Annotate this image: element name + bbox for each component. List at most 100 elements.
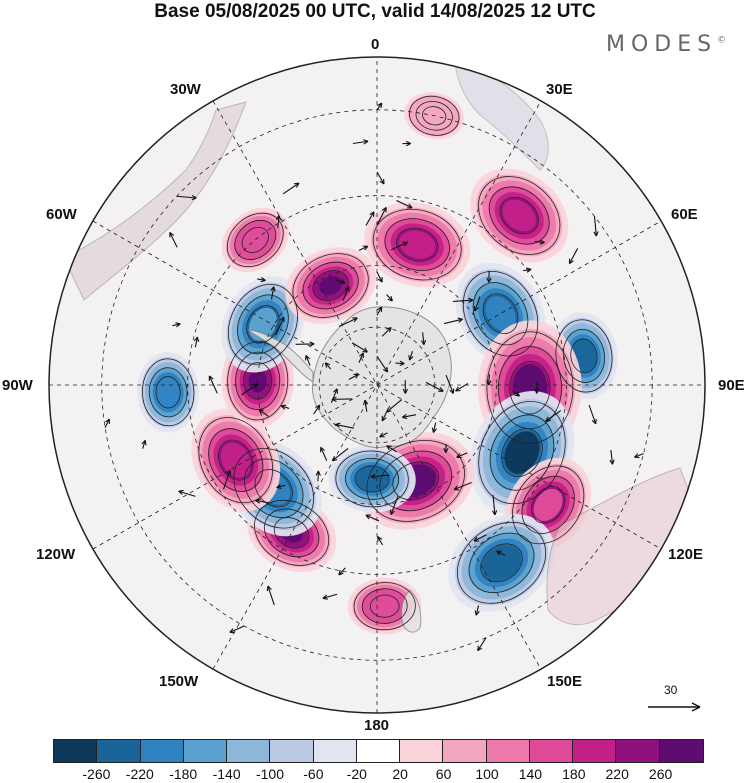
contour-line: [392, 461, 440, 501]
colorbar-tick: -140: [212, 766, 241, 782]
contour-line: [254, 469, 293, 508]
colorbar-tick: -20: [346, 766, 367, 782]
wind-arrow: [295, 341, 315, 347]
wind-arrow: [331, 448, 349, 462]
lon-label-150w: 150W: [159, 673, 199, 690]
antarctic-peninsula: [246, 329, 314, 383]
colorbar-tick: 20: [392, 766, 408, 782]
colorbar-cell-10: [486, 740, 530, 762]
contour-line: [478, 176, 561, 255]
contour-line: [148, 367, 188, 418]
wind-arrow: [402, 140, 411, 147]
wind-arrow: [169, 231, 178, 248]
wind-arrow: [386, 399, 403, 413]
wind-arrow: [452, 297, 474, 303]
colorbar-cell-5: [270, 740, 314, 762]
contour-line: [243, 362, 273, 400]
colorbar-tick: -100: [255, 766, 285, 782]
colorbar-tick: -260: [82, 766, 111, 782]
wind-arrow: [324, 362, 332, 370]
contour-line: [155, 376, 181, 409]
colorbar-tick: -220: [125, 766, 154, 782]
colorbar-tick: 220: [605, 766, 629, 782]
wind-arrow: [395, 360, 405, 367]
contour-line: [244, 458, 304, 518]
wind-arrow: [431, 422, 437, 433]
contour-line: [227, 341, 289, 421]
wind-arrow: [270, 286, 276, 300]
wind-arrow: [266, 585, 275, 606]
wind-arrow: [376, 306, 383, 316]
contour-line: [142, 358, 195, 427]
colorbar-cell-14: [659, 740, 703, 762]
wind-arrow: [396, 199, 413, 209]
contour-line: [482, 293, 519, 334]
contour-line: [353, 582, 416, 631]
wind-arrow: [443, 317, 463, 325]
contour-line: [472, 282, 529, 346]
wind-arrow: [358, 245, 369, 251]
wind-arrow: [320, 446, 328, 462]
anomaly-blob-18: [285, 247, 376, 324]
wind-arrow: [588, 404, 597, 425]
lon-label-30w: 30W: [170, 81, 201, 98]
colorbar-cell-7: [356, 740, 401, 762]
wind-arrow: [376, 271, 383, 283]
wind-arrow: [315, 470, 321, 482]
reference-vector: [648, 702, 701, 712]
anomaly-blob-0: [364, 202, 471, 288]
wind-arrow: [376, 171, 385, 185]
lon-label-180: 180: [364, 717, 390, 734]
lon-label-0: 0: [371, 36, 380, 53]
wind-arrow: [276, 483, 286, 489]
contour-line: [499, 196, 539, 235]
contour-line: [509, 361, 551, 415]
colorbar-tick: 60: [435, 766, 452, 782]
wind-arrow: [322, 593, 338, 600]
wind-arrow: [545, 410, 562, 422]
wind-arrow: [386, 294, 393, 302]
wind-arrow: [534, 239, 545, 245]
contour-line: [480, 543, 523, 583]
wind-arrow: [255, 498, 269, 504]
wind-arrow: [456, 452, 468, 459]
wind-vectors: [104, 102, 644, 652]
contour-line: [555, 319, 613, 393]
wind-arrow: [275, 316, 285, 336]
contour-line: [233, 448, 314, 529]
colorbar: [53, 739, 704, 763]
geopotential-contours: [142, 95, 613, 631]
contour-line: [372, 208, 462, 281]
contour-line: [415, 101, 453, 131]
contour-line: [512, 465, 585, 545]
wind-arrow: [275, 215, 282, 229]
contour-line: [302, 261, 359, 310]
wind-arrow: [425, 381, 444, 392]
graticule: [49, 57, 705, 713]
colorbar-cell-0: [54, 740, 98, 762]
contour-line: [335, 450, 409, 508]
meridian-line: [212, 100, 542, 670]
contour-line: [345, 458, 400, 500]
wind-arrow: [381, 326, 392, 337]
wind-arrow: [609, 449, 615, 465]
wind-arrow: [208, 375, 218, 394]
wind-arrow: [172, 322, 181, 328]
wind-arrow: [370, 473, 390, 479]
contour-line: [531, 486, 566, 524]
wind-arrow: [338, 567, 346, 576]
colorbar-cell-4: [227, 740, 271, 762]
contour-line: [208, 428, 264, 492]
wind-arrow: [512, 390, 520, 397]
contour-line: [241, 226, 269, 253]
wind-arrow: [365, 211, 375, 226]
wind-arrow: [313, 404, 321, 415]
wind-arrow: [178, 489, 196, 497]
wind-arrow: [486, 270, 492, 283]
wind-arrow: [330, 388, 338, 404]
wind-arrow: [496, 550, 506, 556]
wind-arrow: [351, 342, 368, 353]
map-border: [48, 56, 706, 714]
lon-label-60e: 60E: [671, 206, 698, 223]
